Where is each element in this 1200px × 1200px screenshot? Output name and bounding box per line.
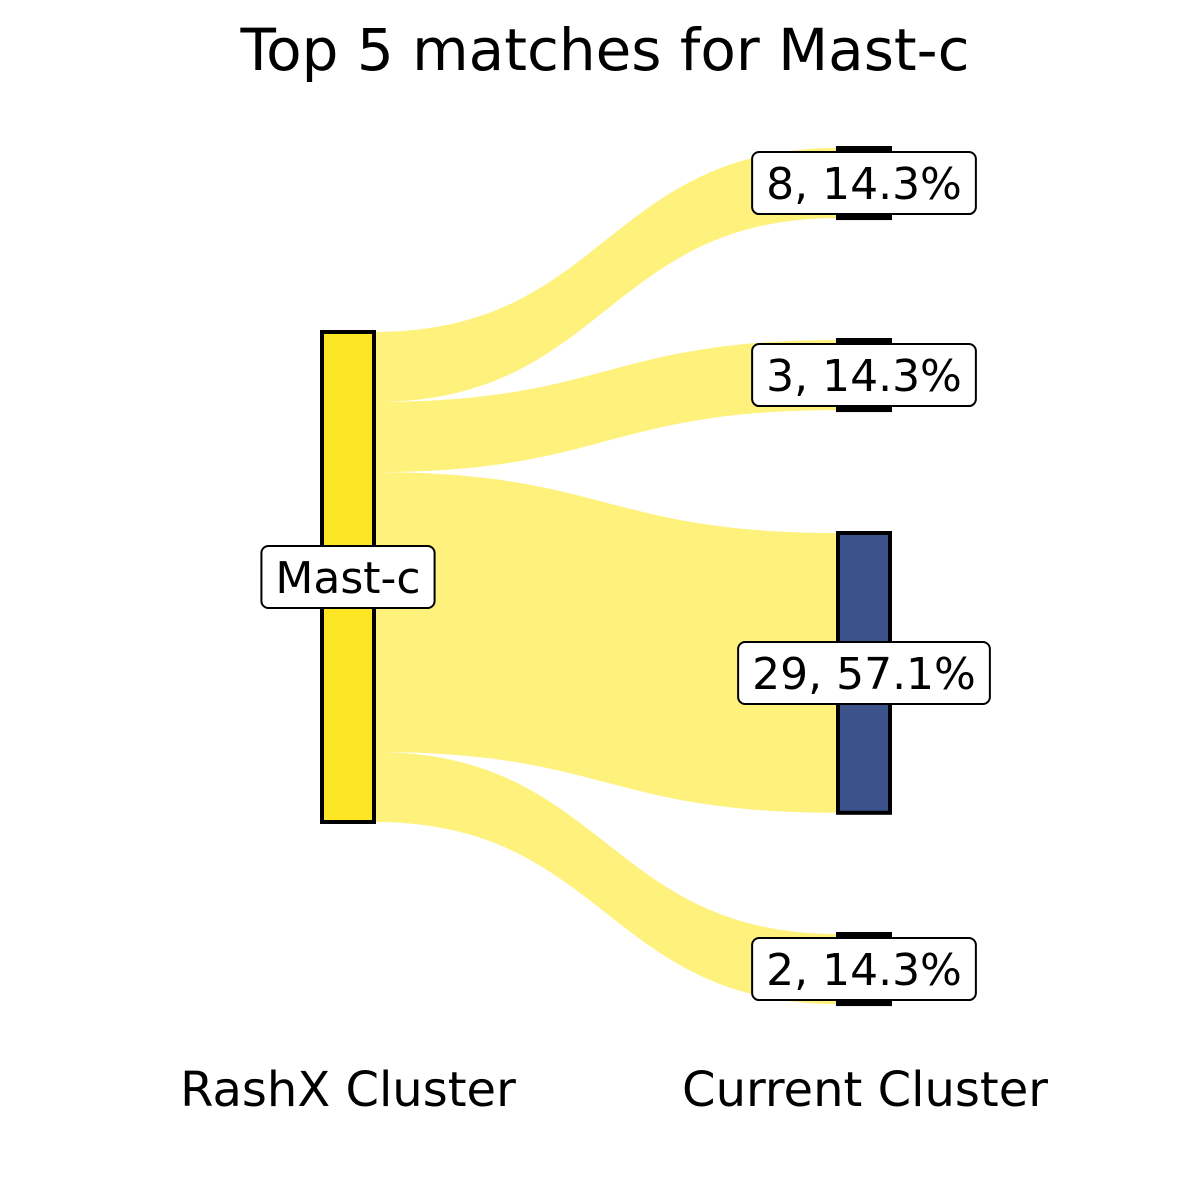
right-axis-label: Current Cluster [682,1062,1048,1118]
target-nodes [836,146,892,1007]
target-label-1-text: 8, 14.3% [766,159,962,210]
target-label-2-text: 3, 14.3% [766,351,962,402]
target-label-4: 2, 14.3% [751,937,977,1002]
target-label-3-box [737,641,991,705]
target-label-2: 3, 14.3% [751,343,977,408]
flow-3 [374,472,838,813]
target-label-2-box [751,343,977,408]
flow-1 [374,148,838,403]
target-label-3-text: 29, 57.1% [752,649,976,700]
flows [374,148,838,1005]
target-label-4-text: 2, 14.3% [766,945,962,996]
chart-title: Top 5 matches for Mast-c [240,16,970,84]
node-labels: Mast-c 8, 14.3% 3, 14.3% 29, 57.1% 2, 14.3% [260,151,991,1002]
source-label-text: Mast-c [275,553,420,604]
target-label-1: 8, 14.3% [751,151,977,216]
target-label-4-box [751,937,977,1002]
target-label-3: 29, 57.1% [737,641,991,705]
flow-2 [374,340,838,473]
left-axis-label: RashX Cluster [180,1062,516,1118]
target-label-1-box [751,151,977,216]
flow-4 [374,751,838,1005]
source-label: Mast-c [260,545,436,609]
source-label-box [260,545,436,609]
